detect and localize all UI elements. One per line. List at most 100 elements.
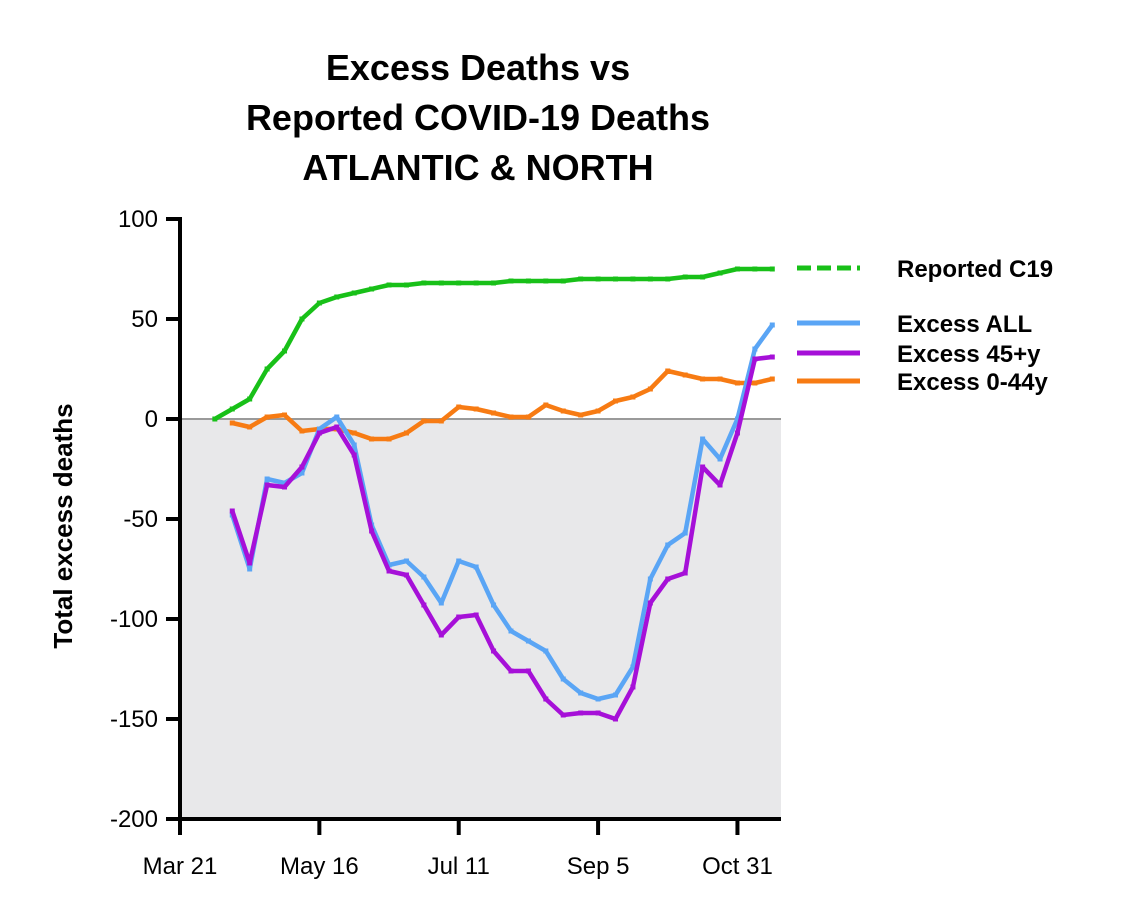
data-point-excess-all <box>351 442 357 448</box>
data-point-reported-c19 <box>456 280 462 286</box>
data-point-excess-45-y <box>369 528 375 534</box>
data-point-reported-c19 <box>682 274 688 280</box>
data-point-excess-0-44y <box>473 406 479 412</box>
data-point-excess-0-44y <box>560 408 566 414</box>
data-point-excess-0-44y <box>456 404 462 410</box>
data-point-excess-45-y <box>247 560 253 566</box>
plot-area <box>180 266 781 819</box>
y-tick-label: -50 <box>123 506 158 533</box>
data-point-excess-all <box>299 470 305 476</box>
data-point-reported-c19 <box>369 286 375 292</box>
data-point-excess-0-44y <box>734 380 740 386</box>
legend-label-excess-0-44y: Excess 0-44y <box>897 369 1048 396</box>
data-point-reported-c19 <box>717 270 723 276</box>
y-tick-label: 0 <box>145 406 158 433</box>
data-point-reported-c19 <box>665 276 671 282</box>
data-point-excess-45-y <box>386 568 392 574</box>
data-point-excess-45-y <box>438 632 444 638</box>
data-point-excess-all <box>334 414 340 420</box>
data-point-excess-0-44y <box>647 386 653 392</box>
x-tick-label: Mar 21 <box>143 853 218 880</box>
chart-title-line-1: Excess Deaths vs <box>326 47 630 88</box>
data-point-excess-all <box>595 696 601 702</box>
data-point-excess-0-44y <box>752 380 758 386</box>
data-point-excess-45-y <box>473 612 479 618</box>
data-point-reported-c19 <box>282 348 288 354</box>
data-point-excess-all <box>491 602 497 608</box>
data-point-excess-0-44y <box>282 412 288 418</box>
data-point-excess-45-y <box>229 508 235 514</box>
data-point-reported-c19 <box>508 278 514 284</box>
data-point-reported-c19 <box>351 290 357 296</box>
data-point-excess-all <box>560 676 566 682</box>
x-tick-label: Sep 5 <box>567 853 630 880</box>
data-point-excess-0-44y <box>595 408 601 414</box>
data-point-reported-c19 <box>421 280 427 286</box>
data-point-reported-c19 <box>734 266 740 272</box>
data-point-excess-all <box>473 564 479 570</box>
data-point-excess-all <box>421 574 427 580</box>
legend-label-excess-all: Excess ALL <box>897 311 1032 338</box>
data-point-excess-all <box>752 346 758 352</box>
data-point-excess-45-y <box>403 572 409 578</box>
data-point-excess-45-y <box>491 648 497 654</box>
data-point-excess-0-44y <box>613 398 619 404</box>
data-point-excess-0-44y <box>769 376 775 382</box>
data-point-excess-45-y <box>543 696 549 702</box>
data-point-excess-0-44y <box>403 430 409 436</box>
x-tick-label: Jul 11 <box>428 853 490 880</box>
data-point-reported-c19 <box>752 266 758 272</box>
x-tick-label: Oct 31 <box>702 853 773 880</box>
data-point-excess-45-y <box>630 684 636 690</box>
data-point-reported-c19 <box>630 276 636 282</box>
data-point-reported-c19 <box>525 278 531 284</box>
series-line-reported-c19 <box>212 266 775 422</box>
data-point-reported-c19 <box>438 280 444 286</box>
data-point-excess-45-y <box>560 712 566 718</box>
data-point-reported-c19 <box>316 300 322 306</box>
data-point-excess-45-y <box>351 452 357 458</box>
data-point-excess-45-y <box>578 710 584 716</box>
data-point-excess-45-y <box>647 600 653 606</box>
data-point-excess-0-44y <box>264 414 270 420</box>
data-point-excess-all <box>282 480 288 486</box>
data-point-excess-45-y <box>613 716 619 722</box>
data-point-excess-all <box>456 558 462 564</box>
data-point-excess-all <box>769 322 775 328</box>
data-point-excess-0-44y <box>351 430 357 436</box>
data-point-excess-45-y <box>525 668 531 674</box>
data-point-excess-0-44y <box>247 424 253 430</box>
data-point-excess-0-44y <box>421 418 427 424</box>
data-point-excess-all <box>700 436 706 442</box>
data-point-excess-0-44y <box>630 394 636 400</box>
data-point-excess-all <box>647 576 653 582</box>
data-point-excess-all <box>247 566 253 572</box>
data-point-reported-c19 <box>595 276 601 282</box>
data-point-excess-all <box>665 542 671 548</box>
data-point-reported-c19 <box>473 280 479 286</box>
data-point-excess-0-44y <box>682 372 688 378</box>
data-point-excess-0-44y <box>508 414 514 420</box>
data-point-excess-0-44y <box>229 420 235 426</box>
data-point-reported-c19 <box>560 278 566 284</box>
data-point-excess-45-y <box>456 614 462 620</box>
series-line-excess-45-y <box>230 354 775 722</box>
data-point-excess-45-y <box>717 482 723 488</box>
data-point-excess-0-44y <box>665 368 671 374</box>
legend-label-reported-c19: Reported C19 <box>897 256 1053 283</box>
legend-label-excess-45-y: Excess 45+y <box>897 341 1041 368</box>
axes: 100 50 0 -50 -100 -150 -200 Mar 21 May 16 Jul 11 S… <box>110 206 781 880</box>
data-point-excess-all <box>316 426 322 432</box>
data-point-reported-c19 <box>264 366 270 372</box>
data-point-excess-all <box>613 692 619 698</box>
y-tick-label: 50 <box>131 306 158 333</box>
data-point-excess-45-y <box>508 668 514 674</box>
data-point-excess-0-44y <box>299 428 305 434</box>
y-tick-label: -200 <box>110 806 158 833</box>
data-point-excess-all <box>630 664 636 670</box>
chart-title-line-3: ATLANTIC & NORTH <box>302 147 653 188</box>
data-point-excess-0-44y <box>438 418 444 424</box>
data-point-excess-45-y <box>682 570 688 576</box>
data-point-reported-c19 <box>212 416 218 422</box>
y-tick-label: 100 <box>118 206 158 233</box>
